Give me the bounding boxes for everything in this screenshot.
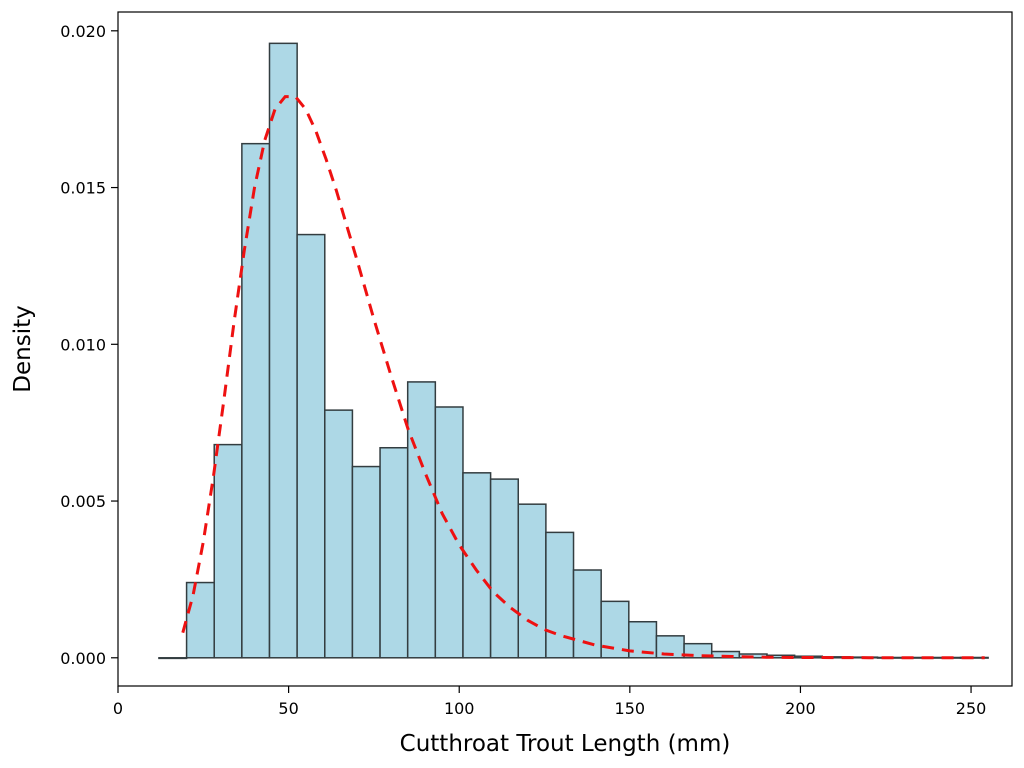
x-tick-label: 150 — [615, 699, 646, 718]
x-tick-label: 50 — [278, 699, 298, 718]
x-tick-label: 200 — [785, 699, 816, 718]
histogram-bar — [241, 142, 271, 659]
histogram-bar — [489, 478, 520, 659]
histogram-bar — [572, 569, 602, 659]
histogram-bar — [462, 472, 492, 659]
y-tick-label: 0.000 — [60, 649, 106, 668]
histogram-bar — [379, 446, 409, 659]
histogram-bar — [351, 465, 381, 659]
histogram-bar — [517, 503, 547, 659]
y-axis: 0.000 0.005 0.010 0.015 0.020 — [60, 22, 118, 668]
x-tick-label: 100 — [444, 699, 475, 718]
x-axis: 0 50 100 150 200 250 — [113, 686, 986, 718]
histogram-bar — [213, 443, 243, 659]
x-axis-label: Cutthroat Trout Length (mm) — [400, 731, 731, 757]
density-curve — [181, 95, 985, 660]
y-tick-label: 0.020 — [60, 22, 106, 41]
histogram-bar — [959, 656, 989, 659]
histogram-bar — [545, 531, 575, 659]
histogram-bars — [158, 42, 989, 660]
y-tick-label: 0.005 — [60, 492, 106, 511]
histogram-bar — [324, 409, 354, 659]
histogram-bar — [406, 381, 437, 659]
histogram-bar — [296, 233, 326, 659]
histogram-bar — [158, 657, 188, 660]
x-tick-label: 250 — [956, 699, 987, 718]
y-axis-label: Density — [10, 305, 36, 392]
y-tick-label: 0.015 — [60, 179, 106, 198]
x-tick-label: 0 — [113, 699, 123, 718]
histogram-bar — [185, 581, 215, 659]
y-tick-label: 0.010 — [60, 335, 106, 354]
histogram-bar — [434, 406, 464, 659]
plot-frame — [117, 11, 1013, 687]
histogram-bar — [268, 42, 298, 659]
